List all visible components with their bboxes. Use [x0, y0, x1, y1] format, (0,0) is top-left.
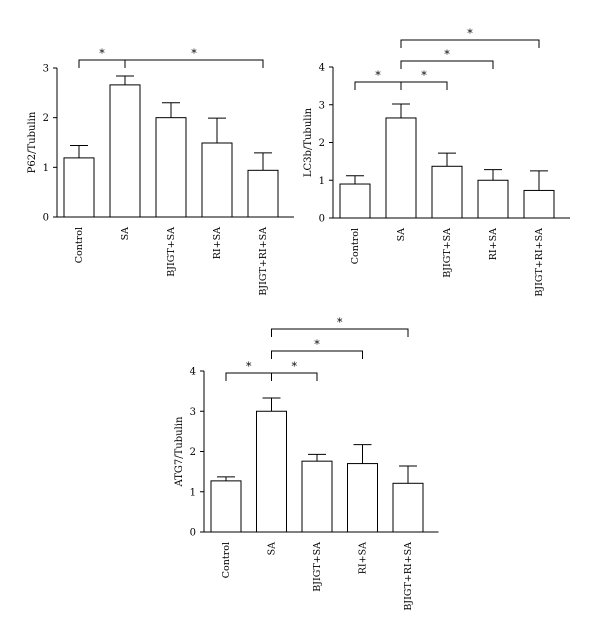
- bar: [431, 165, 463, 219]
- category-label: SA: [120, 227, 131, 241]
- y-tick-label: 1: [190, 487, 196, 498]
- y-tick-label: 1: [43, 163, 49, 174]
- significance-bracket: [271, 350, 363, 359]
- significance-label: *: [421, 69, 427, 82]
- bar: [477, 179, 509, 219]
- significance-bracket: [225, 372, 272, 381]
- significance-bracket: [400, 81, 448, 90]
- y-tick-label: 2: [190, 447, 196, 458]
- significance-bracket: [400, 60, 494, 69]
- y-tick-label: 3: [190, 407, 196, 418]
- y-axis-label: ATG7/Tubulin: [174, 416, 185, 487]
- bar: [301, 460, 333, 533]
- significance-bracket: [271, 372, 318, 381]
- category-label: RI+SA: [358, 542, 369, 574]
- category-label: BJIGT+SA: [166, 227, 177, 277]
- chart-panel-2: 0 1 2 3 4 LC3b/Tubulin Control SA BJIGT+SA RI+SA B…: [303, 27, 570, 297]
- bar: [385, 117, 417, 219]
- category-label: Control: [221, 542, 232, 578]
- y-tick-label: 0: [319, 214, 325, 225]
- significance-label: *: [375, 69, 381, 82]
- chart-panel-3: 0 1 2 3 4 ATG7/Tubulin Control SA BJIGT+SA RI+SA B…: [174, 316, 439, 611]
- category-label: SA: [396, 228, 407, 242]
- significance-label: *: [337, 316, 343, 329]
- y-tick-label: 3: [319, 100, 325, 111]
- significance-bracket: [354, 81, 402, 90]
- significance-bracket: [78, 59, 126, 68]
- significance-label: *: [191, 47, 197, 60]
- significance-label: *: [444, 48, 450, 61]
- y-tick-label: 0: [190, 528, 196, 539]
- bar: [339, 183, 371, 219]
- bar: [256, 410, 287, 533]
- category-label: Control: [74, 227, 85, 263]
- y-tick-label: 0: [43, 213, 49, 224]
- y-axis-label: LC3b/Tubulin: [303, 107, 314, 177]
- y-tick-label: 2: [319, 138, 325, 149]
- significance-label: *: [99, 47, 105, 60]
- category-label: RI+SA: [212, 227, 223, 259]
- bar: [247, 169, 279, 218]
- significance-label: *: [246, 360, 252, 373]
- bar: [109, 84, 141, 218]
- category-label: SA: [267, 542, 278, 556]
- bar: [155, 117, 187, 218]
- bar: [201, 142, 233, 218]
- significance-label: *: [314, 338, 320, 351]
- category-label: BJIGT+SA: [442, 228, 453, 278]
- significance-bracket: [124, 59, 264, 68]
- y-tick-label: 4: [319, 63, 325, 74]
- y-tick-label: 3: [43, 64, 49, 75]
- y-axis-label: P62/Tubulin: [27, 111, 38, 173]
- category-label: BJIGT+SA: [312, 542, 323, 592]
- significance-bracket: [271, 328, 409, 337]
- bar: [347, 463, 378, 533]
- bar: [210, 480, 242, 533]
- bar: [523, 189, 555, 219]
- significance-label: *: [292, 360, 298, 373]
- significance-label: *: [467, 27, 473, 40]
- y-tick-label: 1: [319, 176, 325, 187]
- bar: [63, 157, 95, 218]
- category-label: RI+SA: [488, 228, 499, 260]
- category-label: BJIGT+RI+SA: [258, 227, 269, 296]
- bar: [392, 482, 424, 533]
- significance-bracket: [400, 39, 540, 48]
- y-tick-label: 2: [43, 113, 49, 124]
- category-label: Control: [350, 228, 361, 264]
- y-tick-label: 4: [190, 367, 196, 378]
- category-label: BJIGT+RI+SA: [403, 542, 414, 611]
- chart-panel-1: 0 1 2 3 P62/Tubulin Control SA BJIGT+SA RI+SA BJI…: [27, 47, 294, 296]
- category-label: BJIGT+RI+SA: [534, 228, 545, 297]
